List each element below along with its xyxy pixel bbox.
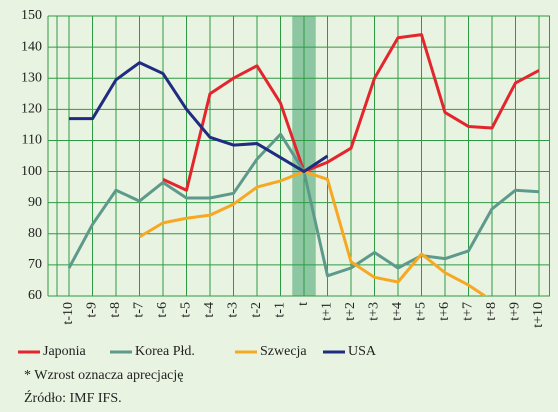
y-tick-label: 150 — [21, 8, 42, 23]
y-tick-label: 70 — [28, 257, 42, 272]
x-tick-label: t-10 — [61, 302, 76, 325]
x-tick-label: t+3 — [367, 302, 382, 321]
x-tick-label: t+5 — [414, 302, 429, 321]
x-tick-label: t+8 — [484, 302, 499, 321]
x-tick-label: t-8 — [108, 302, 123, 318]
x-tick-label: t+9 — [508, 302, 523, 321]
x-tick-label: t+2 — [343, 302, 358, 321]
y-tick-label: 120 — [21, 102, 42, 117]
y-tick-label: 60 — [28, 288, 42, 303]
y-tick-label: 100 — [21, 164, 42, 179]
x-tick-label: t+10 — [531, 302, 546, 328]
line-series — [138, 170, 488, 296]
x-tick-label: t+6 — [437, 302, 452, 321]
x-tick-label: t — [296, 302, 311, 306]
x-tick-label: t-6 — [155, 302, 170, 318]
y-tick-label: 90 — [28, 195, 42, 210]
y-tick-label: 80 — [28, 226, 42, 241]
line-series — [162, 33, 540, 192]
y-tick-label: 130 — [21, 70, 42, 85]
x-tick-label: t-4 — [202, 302, 217, 318]
note: Źródło: IMF IFS. — [24, 389, 122, 406]
line-series — [69, 61, 329, 174]
x-tick-label: t+4 — [390, 302, 405, 321]
legend-label: Japonia — [43, 344, 87, 359]
x-tick-label: t-5 — [179, 302, 194, 318]
note: * Wzrost oznacza aprecjację — [24, 368, 183, 383]
x-tick-label: t+7 — [461, 302, 476, 321]
y-tick-label: 140 — [21, 39, 42, 54]
x-tick-label: t-7 — [132, 302, 147, 318]
x-tick-label: t-2 — [249, 302, 264, 318]
series-group — [67, 33, 540, 296]
legend-label: USA — [348, 344, 377, 359]
x-tick-label: t-3 — [226, 302, 241, 318]
legend-label: Korea Płd. — [135, 344, 195, 359]
x-tick-label: t-1 — [273, 302, 288, 318]
x-tick-label: t-9 — [85, 302, 100, 318]
x-tick-label: t+1 — [320, 302, 335, 321]
legend-label: Szwecja — [260, 344, 307, 359]
y-tick-label: 110 — [22, 133, 42, 148]
